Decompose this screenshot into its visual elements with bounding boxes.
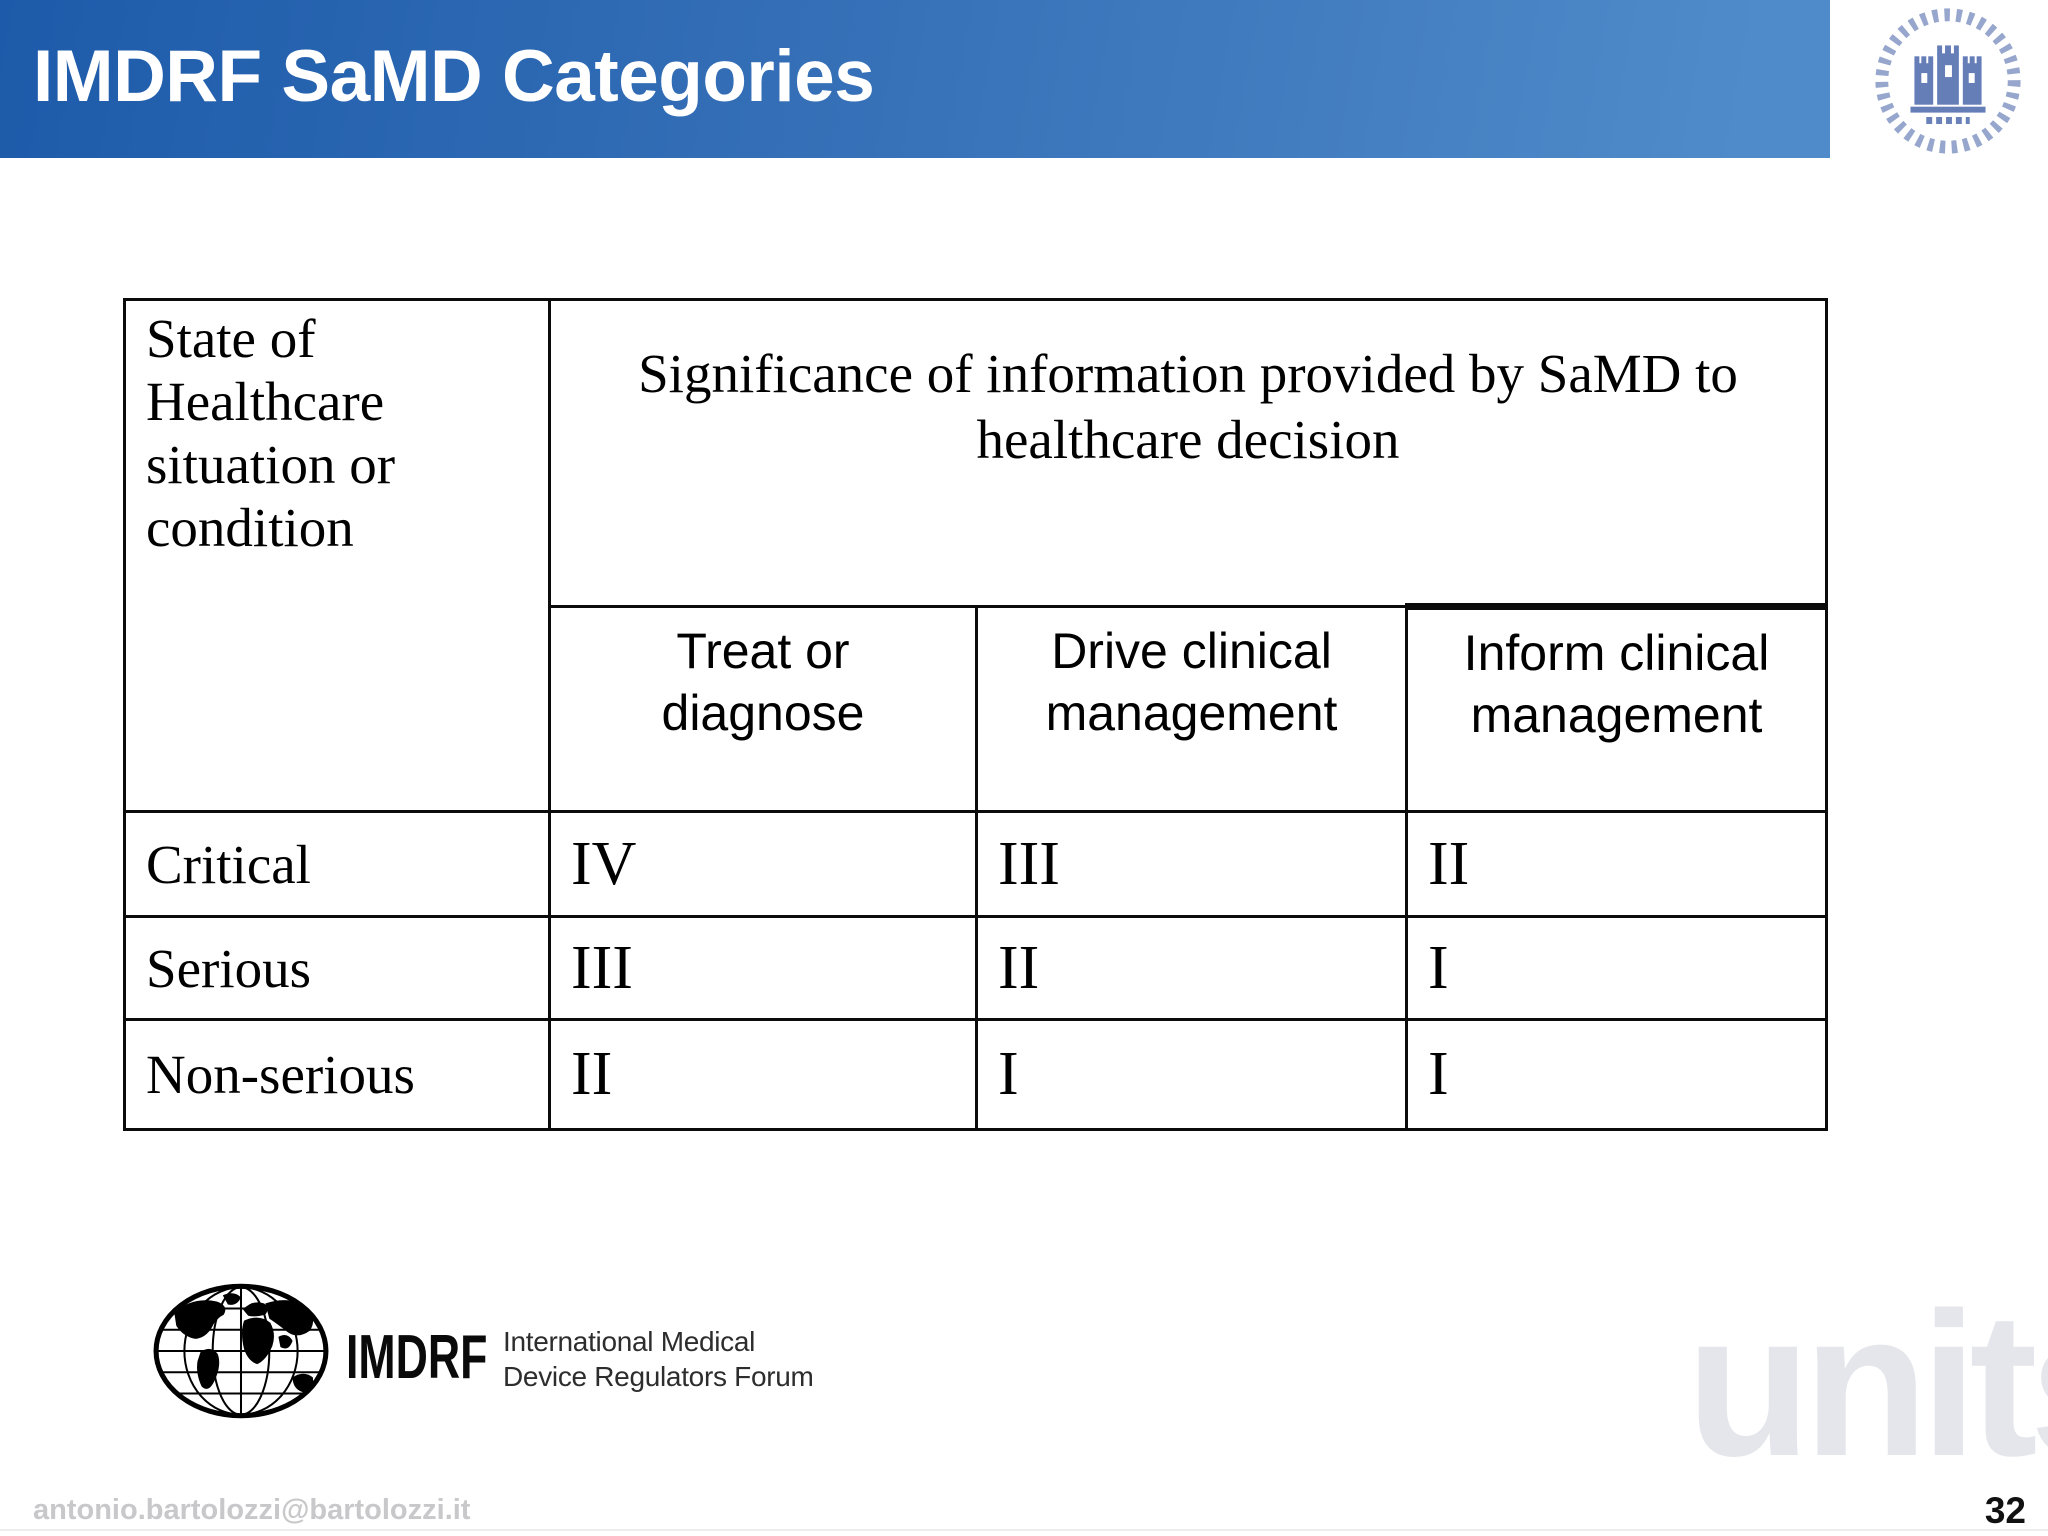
imdrf-name: International Medical Device Regulators …: [503, 1324, 814, 1394]
header-bar: IMDRF SaMD Categories: [0, 0, 1830, 158]
imdrf-logo: IMDRF International Medical Device Regul…: [150, 1278, 814, 1424]
cell-non-serious-inform: I: [1405, 1018, 1828, 1131]
globe-icon: [153, 1283, 329, 1419]
cell-serious-drive: II: [975, 915, 1408, 1021]
imdrf-name-line1: International Medical: [503, 1326, 756, 1357]
university-seal-icon: [1858, 2, 2038, 160]
cell-non-serious-treat: II: [548, 1018, 978, 1131]
cell-critical-treat: IV: [548, 810, 978, 918]
cell-critical-inform: II: [1405, 810, 1828, 918]
row-label-serious: Serious: [123, 915, 551, 1021]
author-email: antonio.bartolozzi@bartolozzi.it: [33, 1494, 471, 1526]
table-row-serious: Serious III II I: [123, 915, 1828, 1021]
column-header-treat-or-diagnose: Treat or diagnose: [548, 605, 978, 813]
table-row-non-serious: Non-serious II I I: [123, 1018, 1828, 1131]
row-label-non-serious: Non-serious: [123, 1018, 551, 1131]
column-header-inform-clinical-management: Inform clinical management: [1405, 603, 1828, 813]
row-label-critical: Critical: [123, 810, 551, 918]
imdrf-name-line2: Device Regulators Forum: [503, 1361, 814, 1392]
table-row-critical: Critical IV III II: [123, 810, 1828, 918]
cell-critical-drive: III: [975, 810, 1408, 918]
cell-serious-treat: III: [548, 915, 978, 1021]
bottom-divider: [0, 1529, 2048, 1531]
imdrf-acronym: IMDRF: [346, 1323, 488, 1392]
page-title: IMDRF SaMD Categories: [33, 35, 875, 117]
cell-non-serious-drive: I: [975, 1018, 1408, 1131]
column-header-row: Treat or diagnose Drive clinical managem…: [125, 603, 1828, 813]
units-watermark: units: [1686, 1270, 2048, 1499]
column-header-drive-clinical-management: Drive clinical management: [975, 605, 1408, 813]
cell-serious-inform: I: [1405, 915, 1828, 1021]
corner-header-cell: State of Healthcare situation or conditi…: [123, 298, 551, 813]
significance-header-cell: Significance of information provided by …: [548, 298, 1828, 608]
samd-table: State of Healthcare situation or conditi…: [123, 298, 1828, 1131]
page-number: 32: [1984, 1490, 2026, 1531]
